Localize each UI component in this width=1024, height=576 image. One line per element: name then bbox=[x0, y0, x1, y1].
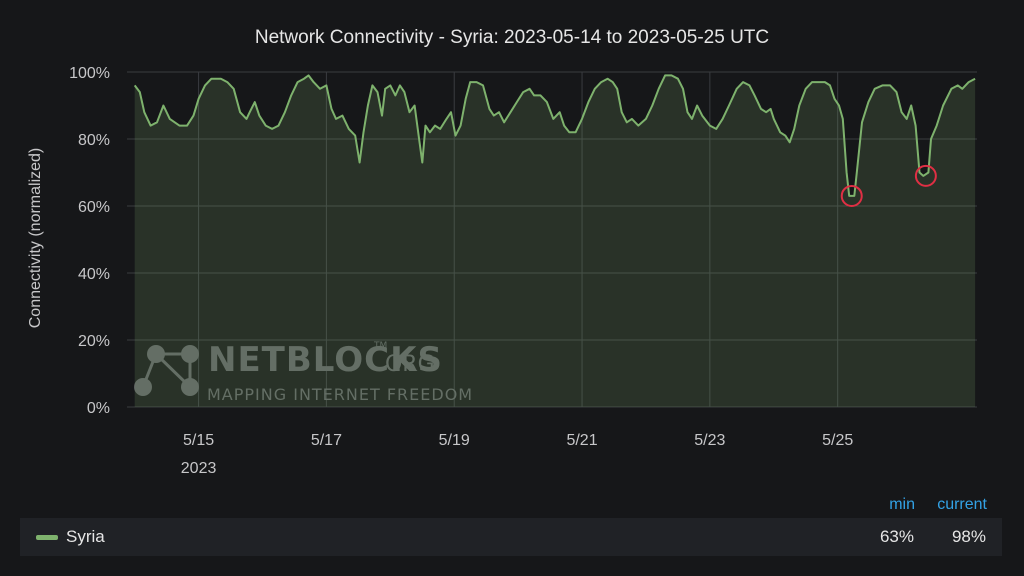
watermark-brand-suffix: .ORG bbox=[378, 352, 435, 377]
y-tick-label: 60% bbox=[78, 199, 110, 216]
highlight-circle bbox=[840, 184, 863, 207]
x-tick-label: 5/17 bbox=[311, 432, 342, 449]
y-tick-label: 100% bbox=[69, 65, 110, 82]
y-axis-title: Connectivity (normalized) bbox=[27, 148, 44, 329]
legend-min-value: 63% bbox=[879, 527, 914, 546]
y-axis: 0% 20% 40% 60% 80% 100% bbox=[69, 65, 110, 417]
x-year-label: 2023 bbox=[181, 460, 217, 477]
legend-header: min current bbox=[865, 496, 987, 514]
watermark-brand: NETBLOCKS bbox=[208, 340, 443, 380]
series-area-syria bbox=[134, 75, 976, 408]
netblocks-logo-icon bbox=[134, 345, 199, 396]
y-tick-label: 40% bbox=[78, 266, 110, 283]
x-tick-label: 5/23 bbox=[694, 432, 725, 449]
chart-title: Network Connectivity - Syria: 2023-05-14… bbox=[254, 27, 770, 48]
y-tick-label: 20% bbox=[78, 333, 110, 350]
y-tick-label: 80% bbox=[78, 132, 110, 149]
series-line-syria bbox=[133, 74, 976, 197]
legend-swatch bbox=[36, 534, 58, 540]
x-axis: 5/15 5/17 5/19 5/21 5/23 5/25 2023 bbox=[181, 432, 854, 477]
watermark-tagline: MAPPING INTERNET FREEDOM bbox=[207, 385, 473, 404]
netblocks-watermark: NETBLOCKS .ORG TM MAPPING INTERNET FREED… bbox=[134, 340, 473, 404]
x-tick-label: 5/21 bbox=[566, 432, 597, 449]
series-layer bbox=[133, 74, 976, 408]
chart-grid bbox=[127, 71, 977, 408]
x-tick-label: 5/15 bbox=[183, 432, 214, 449]
legend-row[interactable]: Syria 63% 98% bbox=[20, 518, 1002, 556]
legend-header-min[interactable]: min bbox=[889, 496, 915, 513]
legend-header-current[interactable]: current bbox=[937, 496, 987, 513]
legend-series-name[interactable]: Syria bbox=[66, 527, 105, 546]
highlight-circle bbox=[914, 164, 937, 187]
x-tick-label: 5/19 bbox=[439, 432, 470, 449]
annotation-layer bbox=[840, 164, 937, 207]
y-tick-label: 0% bbox=[87, 400, 110, 417]
watermark-trademark: TM bbox=[373, 341, 387, 351]
legend-current-value: 98% bbox=[951, 527, 986, 546]
x-tick-label: 5/25 bbox=[822, 432, 853, 449]
chart-area: NETBLOCKS .ORG TM MAPPING INTERNET FREED… bbox=[27, 65, 977, 477]
